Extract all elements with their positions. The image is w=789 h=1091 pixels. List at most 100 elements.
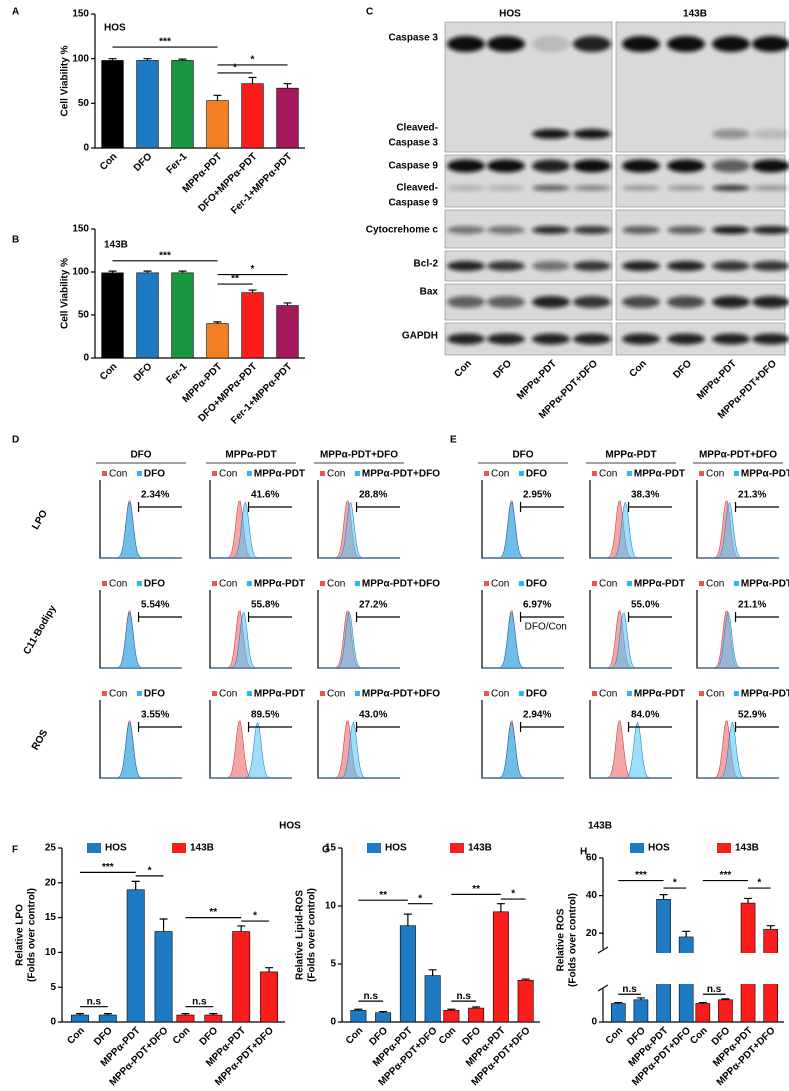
gate-percentage: 55.8% — [251, 600, 279, 611]
legend-label: DFO — [144, 689, 165, 700]
error-bar — [103, 1013, 112, 1016]
legend-label: MPPα-PDT+DFO — [362, 579, 440, 590]
protein-label: Bcl-2 — [414, 259, 439, 270]
legend-swatch — [102, 581, 107, 586]
histogram-treated — [482, 502, 564, 559]
legend-label: DFO — [526, 469, 547, 480]
legend-label: MPPα-PDT+DFO — [362, 469, 440, 480]
histogram-treated — [100, 722, 182, 779]
significance-label: * — [418, 893, 422, 904]
y-tick-label: 25 — [45, 843, 57, 854]
y-axis-label: Cell Viability % — [60, 45, 71, 116]
legend-swatch — [733, 691, 739, 696]
histogram-treated — [210, 501, 292, 559]
blot-band — [752, 185, 789, 191]
column-header: MPPα-PDT+DFO — [320, 450, 398, 461]
gate-percentage: 41.6% — [251, 490, 279, 501]
blot-band — [447, 261, 485, 271]
bar — [176, 1014, 195, 1023]
y-tick-label: 10 — [45, 947, 57, 958]
bar — [424, 975, 441, 1023]
histogram-treated — [697, 501, 779, 559]
bar — [206, 323, 229, 359]
blot-band — [712, 36, 750, 52]
error-bar — [659, 894, 668, 900]
y-tick-label: 150 — [72, 9, 89, 20]
legend-label: HOS — [648, 843, 670, 854]
legend-label: MPPα-PDT+DFO — [741, 689, 789, 700]
group-header: HOS — [499, 9, 521, 20]
histogram-treated — [697, 611, 779, 669]
error-bar — [766, 925, 775, 930]
gate-percentage: 21.1% — [738, 600, 766, 611]
legend-label: DFO — [526, 579, 547, 590]
significance-label: n.s — [707, 984, 722, 995]
legend-swatch — [518, 691, 524, 696]
gate-percentage: 52.9% — [738, 710, 766, 721]
legend-label: MPPα-PDT+DFO — [362, 689, 440, 700]
legend-swatch — [717, 843, 731, 853]
blot-band — [622, 333, 660, 345]
gate-percentage: 5.54% — [141, 600, 169, 611]
flow-caption: 143B — [588, 821, 612, 832]
error-bar — [283, 302, 292, 306]
panel-letter: G — [322, 845, 330, 856]
legend-swatch — [699, 581, 704, 586]
y-tick-label: 0 — [591, 1017, 597, 1028]
error-bar — [213, 321, 222, 324]
column-header: MPPα-PDT — [225, 450, 276, 461]
histogram-treated — [210, 721, 292, 779]
legend-swatch — [484, 471, 489, 476]
legend-label: MPPα-PDT — [254, 469, 305, 480]
panel-letter: C — [366, 7, 373, 18]
legend-swatch — [212, 581, 217, 586]
blot-band — [752, 333, 789, 345]
y-tick-label: 100 — [72, 53, 89, 64]
legend-swatch — [136, 691, 142, 696]
legend-swatch — [733, 581, 739, 586]
legend-label: Con — [706, 469, 724, 480]
significance-label: ** — [472, 884, 480, 895]
error-bar — [108, 270, 117, 273]
histogram-treated — [100, 612, 182, 669]
blot-band — [712, 261, 750, 271]
bar — [517, 979, 534, 1023]
y-tick-label: 0 — [330, 1017, 336, 1028]
significance-label: n.s — [192, 996, 207, 1007]
blot-band — [752, 261, 789, 271]
protein-label: Caspase 3 — [389, 138, 439, 149]
significance-label: *** — [102, 862, 114, 873]
legend-label: MPPα-PDT — [254, 689, 305, 700]
error-bar — [131, 880, 140, 890]
blot-band — [622, 36, 660, 52]
significance-label: * — [511, 889, 515, 900]
gate — [627, 502, 672, 512]
error-bar — [379, 1010, 388, 1013]
blot-band — [447, 36, 485, 52]
legend-swatch — [212, 691, 217, 696]
gate — [137, 612, 182, 622]
legend-swatch — [354, 471, 360, 476]
y-tick-label: 150 — [72, 224, 89, 235]
histogram-treated — [590, 721, 672, 779]
column-header: MPPα-PDT — [605, 450, 656, 461]
legend-swatch — [246, 691, 252, 696]
bar — [399, 925, 416, 1023]
blot-band — [532, 129, 570, 139]
gate — [734, 612, 779, 622]
bar — [171, 272, 194, 359]
bar — [695, 1003, 711, 1023]
error-bar — [472, 1006, 481, 1009]
legend-swatch — [172, 843, 186, 853]
gate — [137, 502, 182, 512]
blot-band — [712, 333, 750, 345]
significance-label: * — [251, 264, 255, 275]
legend-label: Con — [491, 469, 509, 480]
bar — [171, 60, 194, 149]
legend-label: Con — [599, 469, 617, 480]
legend-label: MPPα-PDT+DFO — [741, 579, 789, 590]
error-bar — [237, 925, 246, 932]
protein-label: Caspase 3 — [389, 33, 439, 44]
legend-swatch — [367, 843, 381, 853]
gate — [355, 502, 400, 512]
